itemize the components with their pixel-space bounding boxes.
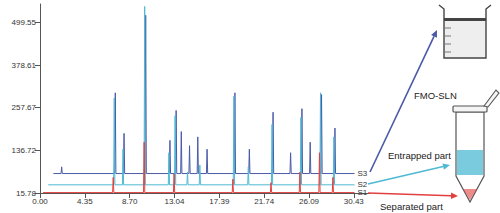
svg-text:15.78: 15.78: [16, 188, 36, 198]
svg-text:21.74: 21.74: [254, 197, 275, 206]
svg-text:0.00: 0.00: [32, 197, 48, 206]
svg-text:257.67: 257.67: [12, 103, 37, 112]
svg-text:S3: S3: [358, 169, 368, 178]
svg-text:13.04: 13.04: [164, 197, 185, 206]
svg-text:26.09: 26.09: [299, 197, 320, 206]
svg-text:4.35: 4.35: [77, 197, 93, 206]
svg-text:136.72: 136.72: [12, 146, 37, 155]
svg-text:Entrapped part: Entrapped part: [388, 150, 451, 161]
svg-text:8.70: 8.70: [122, 197, 138, 206]
svg-text:S1: S1: [358, 188, 368, 197]
svg-text:17.39: 17.39: [209, 197, 230, 206]
svg-text:S2: S2: [357, 180, 368, 190]
svg-text:Separated part: Separated part: [380, 201, 443, 212]
svg-text:FMO-SLN: FMO-SLN: [414, 90, 457, 101]
svg-text:499.55: 499.55: [12, 18, 37, 27]
svg-text:30.43: 30.43: [344, 197, 365, 206]
svg-text:378.61: 378.61: [12, 61, 37, 70]
